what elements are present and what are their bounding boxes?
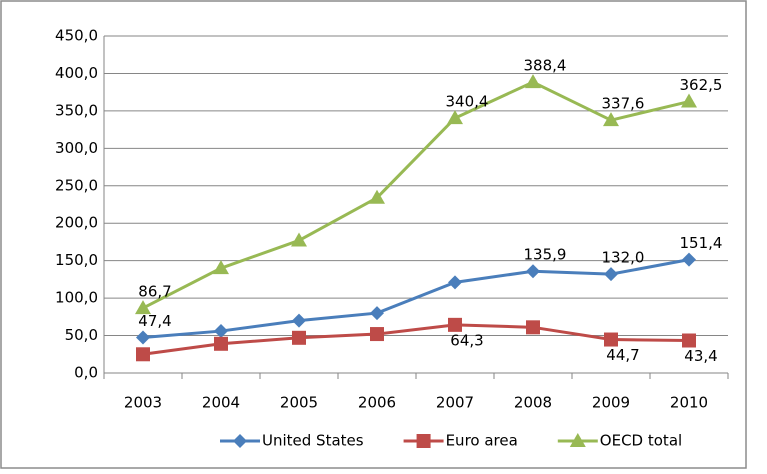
series-line	[142, 80, 690, 310]
marker	[526, 264, 540, 279]
data-label: 337,6	[602, 95, 645, 113]
marker	[292, 330, 306, 345]
data-label: 64,3	[450, 331, 483, 349]
data-label: 135,9	[524, 246, 567, 264]
marker	[448, 275, 462, 290]
legend-label: United States	[262, 432, 364, 450]
y-tick-label: 50,0	[65, 326, 98, 344]
marker	[604, 267, 618, 282]
x-tick-label: 2004	[202, 394, 240, 412]
x-tick-label: 2008	[514, 394, 552, 412]
y-tick-label: 400,0	[55, 64, 98, 82]
marker	[603, 112, 619, 127]
data-label: 362,5	[680, 76, 723, 94]
legend-label: OECD total	[600, 432, 682, 450]
marker	[447, 110, 463, 125]
x-tick-label: 2005	[280, 394, 318, 412]
series-line	[142, 323, 690, 356]
data-label: 388,4	[524, 57, 567, 75]
marker	[569, 433, 586, 447]
marker	[213, 260, 229, 275]
data-label: 44,7	[606, 346, 639, 364]
marker	[369, 189, 385, 204]
x-tick-label: 2006	[358, 394, 396, 412]
data-label: 132,0	[602, 249, 645, 267]
marker	[136, 330, 150, 345]
series-line	[142, 258, 690, 339]
x-tick-label: 2009	[592, 394, 630, 412]
y-tick-label: 200,0	[55, 214, 98, 232]
x-tick-label: 2007	[436, 394, 474, 412]
marker	[526, 320, 540, 335]
data-label: 86,7	[138, 283, 171, 301]
marker	[136, 347, 150, 362]
marker	[233, 434, 247, 448]
data-label: 43,4	[684, 347, 717, 365]
chart-border	[0, 0, 747, 469]
marker	[682, 333, 696, 348]
marker	[214, 324, 228, 339]
y-tick-label: 100,0	[55, 289, 98, 307]
y-tick-label: 300,0	[55, 139, 98, 157]
x-tick-label: 2010	[670, 394, 708, 412]
data-label: 47,4	[138, 312, 171, 330]
y-tick-label: 0,0	[74, 364, 98, 382]
marker	[681, 93, 697, 108]
marker	[416, 434, 431, 448]
marker	[135, 300, 151, 315]
y-tick-label: 250,0	[55, 176, 98, 194]
data-label: 340,4	[446, 93, 489, 111]
marker	[370, 327, 384, 342]
legend-label: Euro area	[446, 432, 518, 450]
y-tick-label: 450,0	[55, 27, 98, 45]
marker	[370, 306, 384, 321]
data-label: 151,4	[680, 234, 723, 252]
y-tick-label: 150,0	[55, 251, 98, 269]
x-tick-label: 2003	[124, 394, 162, 412]
marker	[604, 332, 618, 347]
marker	[214, 336, 228, 351]
marker	[525, 74, 541, 89]
marker	[291, 232, 307, 247]
marker	[682, 252, 696, 267]
marker	[448, 317, 462, 332]
marker	[292, 313, 306, 328]
y-tick-label: 350,0	[55, 101, 98, 119]
